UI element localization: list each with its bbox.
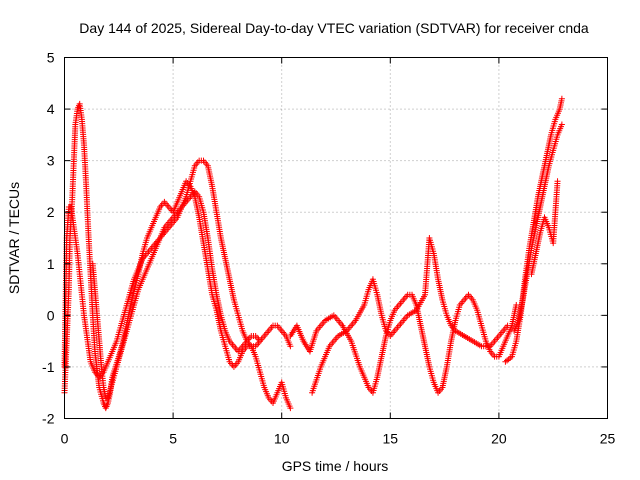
x-tick-label: 0: [61, 431, 69, 447]
series-track-e: [309, 235, 511, 396]
y-tick-label: 2: [47, 204, 55, 220]
data-point: [256, 338, 263, 345]
series-track-d: [287, 291, 520, 396]
series-track-g: [511, 121, 565, 334]
series-track-c: [89, 188, 263, 401]
data-point: [287, 343, 294, 350]
x-axis-label: GPS time / hours: [282, 458, 389, 474]
y-axis-label: SDTVAR / TECUs: [6, 182, 22, 294]
y-tick-label: 4: [47, 101, 55, 117]
data-point: [504, 322, 511, 329]
chart-title: Day 144 of 2025, Sidereal Day-to-day VTE…: [79, 20, 589, 36]
x-tick-label: 15: [383, 431, 399, 447]
x-tick-label: 5: [169, 431, 177, 447]
axis-ticks: [64, 57, 608, 419]
x-tick-label: 20: [491, 431, 507, 447]
data-point: [554, 178, 561, 185]
data-point: [558, 95, 565, 102]
data-point: [558, 121, 565, 128]
y-tick-label: 3: [47, 153, 55, 169]
plot-frame: [64, 57, 608, 419]
data-point: [513, 302, 520, 309]
x-tick-label: 25: [600, 431, 616, 447]
y-tick-label: 0: [47, 307, 55, 323]
y-tick-label: 5: [47, 50, 55, 66]
series-track-h: [528, 178, 561, 278]
data-points: [61, 95, 565, 412]
x-tick-label: 10: [274, 431, 290, 447]
y-tick-label: -2: [42, 411, 55, 427]
y-tick-label: 1: [47, 256, 55, 272]
data-point: [287, 405, 294, 412]
y-tick-label: -1: [42, 359, 55, 375]
tick-labels: 0 5 10 15 20 25 -2 -1 0 1 2 3 4 5: [42, 50, 615, 447]
